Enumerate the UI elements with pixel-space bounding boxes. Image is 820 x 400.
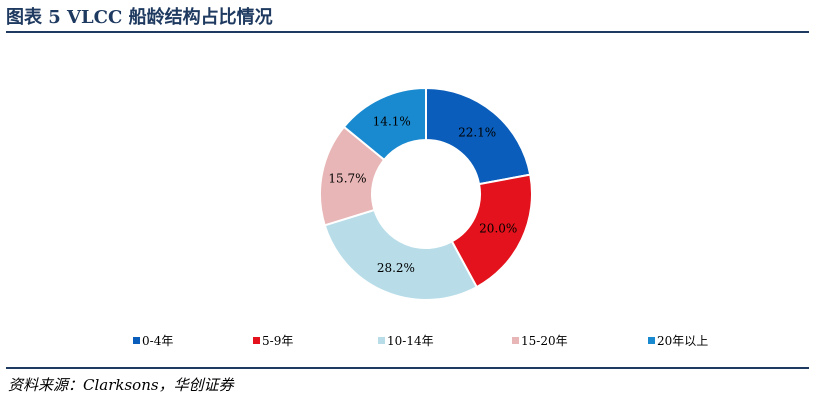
footer-divider [6, 367, 809, 369]
slice-label-2: 28.2% [377, 261, 415, 275]
slice-label-3: 15.7% [328, 172, 366, 186]
legend-swatch-3 [512, 337, 519, 344]
legend-label-1: 5-9年 [262, 334, 293, 348]
legend-item-1: 5-9年 [253, 334, 293, 348]
legend-label-4: 20年以上 [657, 334, 708, 348]
chart-title: 图表 5 VLCC 船龄结构占比情况 [6, 7, 273, 28]
legend-label-2: 10-14年 [387, 334, 434, 348]
slice-label-1: 20.0% [479, 221, 517, 235]
legend-label-3: 15-20年 [521, 334, 568, 348]
slice-labels: 22.1% 20.0% 28.2% 15.7% 14.1% [328, 115, 517, 275]
legend: 0-4年 5-9年 10-14年 15-20年 20年以上 [133, 334, 708, 348]
legend-label-0: 0-4年 [142, 334, 173, 348]
slice-label-4: 14.1% [373, 115, 411, 129]
source-note: 资料来源：Clarksons，华创证券 [8, 376, 234, 394]
legend-swatch-2 [378, 337, 385, 344]
donut-slice-2 [323, 208, 479, 301]
donut-slice-4 [342, 86, 427, 162]
legend-item-4: 20年以上 [648, 334, 708, 348]
legend-swatch-4 [648, 337, 655, 344]
legend-item-0: 0-4年 [133, 334, 173, 348]
donut-slice-0 [425, 86, 532, 186]
slice-label-0: 22.1% [458, 125, 496, 139]
legend-swatch-0 [133, 337, 140, 344]
title-divider [6, 31, 809, 33]
legend-swatch-1 [253, 337, 260, 344]
donut-slices [319, 86, 533, 301]
legend-item-3: 15-20年 [512, 334, 568, 348]
legend-item-2: 10-14年 [378, 334, 434, 348]
